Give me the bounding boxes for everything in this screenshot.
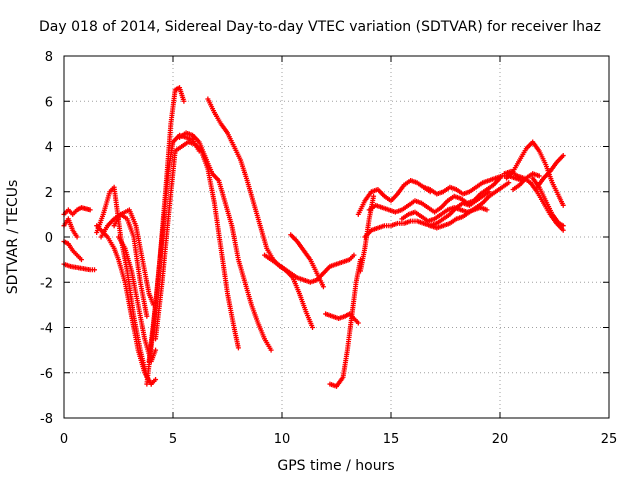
series-arc-29 [534,153,566,190]
data-point [560,202,566,208]
data-point [320,284,326,290]
series-arc-6 [94,223,154,387]
x-tick-label: 10 [274,432,291,447]
plot-frame [63,55,610,419]
data-point [486,189,492,195]
data-point [310,325,316,330]
data-point [560,223,566,229]
series-arc-16 [288,232,326,290]
data-point [560,153,566,159]
y-tick-label: 4 [45,141,53,156]
y-axis-label: SDTVAR / TECUs [5,180,21,295]
data-point [268,347,274,353]
y-tick-label: 8 [45,50,53,65]
data-point [560,227,566,233]
data-point [153,347,159,353]
series-arc-13 [177,130,274,353]
data-point [351,252,357,258]
series-arc-14 [205,96,316,330]
data-point [181,98,187,104]
series-arc-11 [146,132,202,364]
series-arc-3 [61,239,84,263]
series-arc-2 [61,205,93,217]
series-arc-25 [427,189,492,229]
x-tick-label: 25 [601,432,618,447]
x-tick-label: 20 [492,432,509,447]
data-point [148,381,154,387]
data-point [484,207,490,213]
data-point [87,207,93,213]
x-tick-label: 15 [383,432,400,447]
data-point [536,173,542,179]
series-arc-12 [153,139,241,351]
x-tick-label: 5 [169,432,177,447]
y-tick-label: -2 [40,276,53,291]
data-point [355,320,361,326]
data-point [92,267,98,273]
data-point [78,257,84,263]
x-tick-label: 0 [60,432,68,447]
data-point [235,345,241,351]
chart-title: Day 018 of 2014, Sidereal Day-to-day VTE… [39,19,601,35]
series-arc-24 [399,205,490,224]
y-tick-label: 6 [45,95,53,110]
y-tick-label: -6 [40,367,53,382]
data-point [74,234,80,240]
data-layer [61,85,566,389]
series-arc-28 [530,175,566,229]
data-point [153,377,159,383]
series-arc-20 [355,177,433,217]
x-axis-label: GPS time / hours [277,458,394,474]
series-arc-8 [111,207,156,308]
y-tick-label: -4 [40,322,53,337]
y-tick-label: 2 [45,186,53,201]
series-arc-18 [327,257,363,389]
data-point [506,180,512,186]
grid-layer [64,56,609,418]
series-arc-1 [61,261,98,273]
y-tick-label: 0 [45,231,53,246]
tick-layer: 0 5 10 15 20 25 -8 -6 -4 -2 0 2 4 6 8 [40,50,617,447]
series-arc-7 [98,211,150,319]
data-point [144,313,150,319]
y-tick-label: -8 [40,412,53,427]
series-arc-19 [357,193,377,274]
series-arc-30 [510,171,542,192]
data-point [371,193,377,199]
series-arc-15 [262,252,357,285]
series-arc-17 [323,311,361,326]
series-arc-4 [61,216,80,240]
